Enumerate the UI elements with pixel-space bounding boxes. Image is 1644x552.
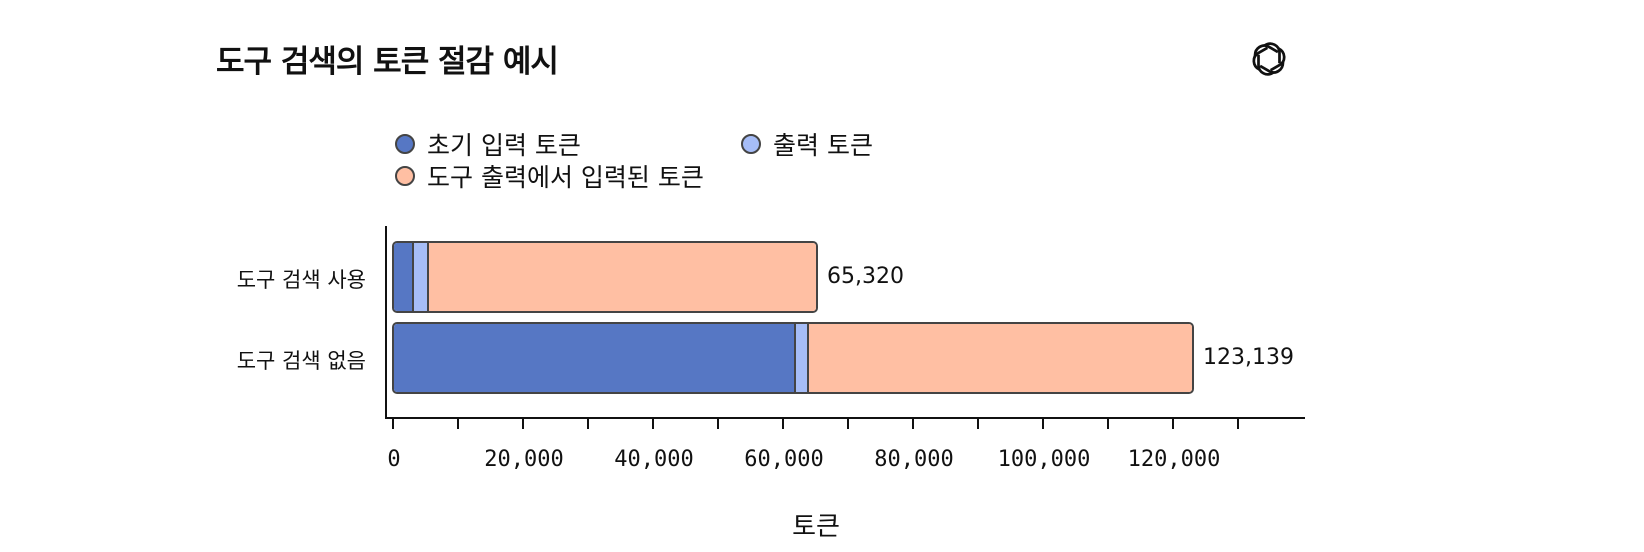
bar-segment-initial-input [394,324,794,392]
x-tick [847,419,849,429]
legend-label: 출력 토큰 [773,131,873,160]
x-tick-label: 120,000 [1127,447,1221,472]
x-tick [1042,419,1044,429]
x-tick [912,419,914,429]
legend-swatch-circle-icon [395,134,415,154]
bar-total-label: 65,320 [827,264,904,289]
x-tick [457,419,459,429]
x-tick [522,419,524,429]
x-tick [977,419,979,429]
x-tick [587,419,589,429]
openai-logo-icon [1252,42,1286,76]
bar-segment-tool-output-input [427,243,816,311]
x-tick [1172,419,1174,429]
chart-title: 도구 검색의 토큰 절감 예시 [216,44,559,80]
x-tick [717,419,719,429]
legend-item-initial-input: 초기 입력 토큰 [395,126,581,162]
legend-label: 초기 입력 토큰 [427,131,581,160]
bar-with-tool-search [392,241,818,313]
x-tick-label: 0 [387,447,401,472]
bar-segment-tool-output-input [807,324,1192,392]
bar-segment-output [412,243,427,311]
bar-total-label: 123,139 [1203,345,1294,370]
bar-without-tool-search [392,322,1194,394]
legend-swatch-circle-icon [741,134,761,154]
x-tick-label: 80,000 [874,447,954,472]
y-axis-line [385,226,387,419]
x-tick [1107,419,1109,429]
bar-segment-output [794,324,807,392]
x-tick-label: 60,000 [744,447,824,472]
x-tick-label: 20,000 [484,447,564,472]
legend-item-tool-output-input: 도구 출력에서 입력된 토큰 [395,158,704,194]
y-category-label: 도구 검색 사용 [236,268,366,292]
x-tick [782,419,784,429]
x-axis-line [385,417,1305,419]
x-axis-title: 토큰 [792,512,840,542]
x-tick-label: 100,000 [997,447,1091,472]
x-tick [652,419,654,429]
x-tick-label: 40,000 [614,447,694,472]
legend-label: 도구 출력에서 입력된 토큰 [427,163,704,192]
legend-swatch-circle-icon [395,166,415,186]
bar-segment-initial-input [394,243,412,311]
x-tick [1237,419,1239,429]
y-category-label: 도구 검색 없음 [236,349,366,373]
x-tick [392,419,394,429]
legend-item-output: 출력 토큰 [741,126,873,162]
